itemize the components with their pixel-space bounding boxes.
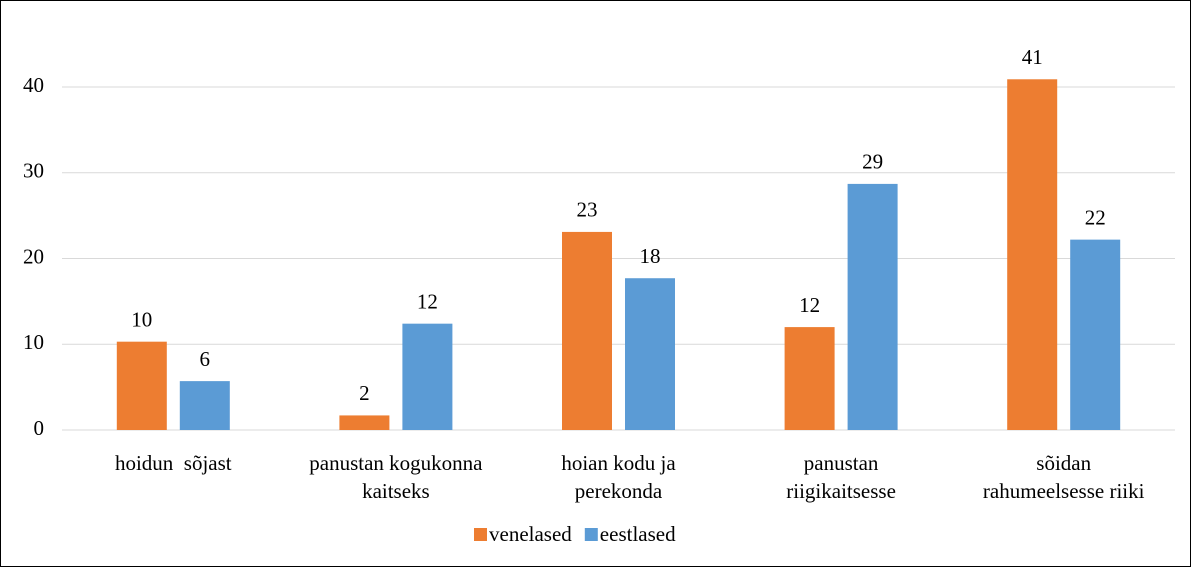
x-tick-label: hoian kodu ja perekonda <box>561 451 676 503</box>
data-label: 12 <box>417 289 438 313</box>
bar <box>402 323 453 430</box>
data-label: 23 <box>577 198 598 222</box>
bar <box>1070 239 1121 430</box>
y-tick-label: 40 <box>23 73 44 97</box>
data-label: 12 <box>799 293 820 317</box>
bar <box>784 327 835 430</box>
legend-label: venelased <box>489 522 572 546</box>
data-label: 29 <box>862 150 883 174</box>
data-label: 2 <box>359 381 370 405</box>
x-tick-label: panustan riigikaitsesse <box>786 451 896 503</box>
bar <box>179 381 230 430</box>
bar <box>116 341 167 430</box>
y-tick-label: 20 <box>23 244 44 268</box>
y-tick-label: 30 <box>23 159 44 183</box>
bar <box>625 278 675 430</box>
data-label: 10 <box>131 307 152 331</box>
bar <box>847 183 898 430</box>
legend-label: eestlased <box>600 522 676 546</box>
data-label: 41 <box>1022 45 1043 69</box>
x-tick-label: hoidun sõjast <box>115 451 232 475</box>
x-tick-label: sõidan rahumeelsesse riiki <box>983 451 1145 503</box>
bar <box>1007 79 1058 430</box>
legend-swatch <box>584 528 598 541</box>
data-label: 6 <box>200 347 211 371</box>
y-tick-label: 0 <box>34 416 45 440</box>
data-label: 22 <box>1085 205 1106 229</box>
x-tick-label: panustan kogukonna kaitseks <box>309 451 483 503</box>
data-label: 18 <box>640 244 661 268</box>
bar <box>339 415 390 430</box>
bar <box>562 231 612 430</box>
y-tick-label: 10 <box>23 330 44 354</box>
legend-swatch <box>474 528 487 541</box>
